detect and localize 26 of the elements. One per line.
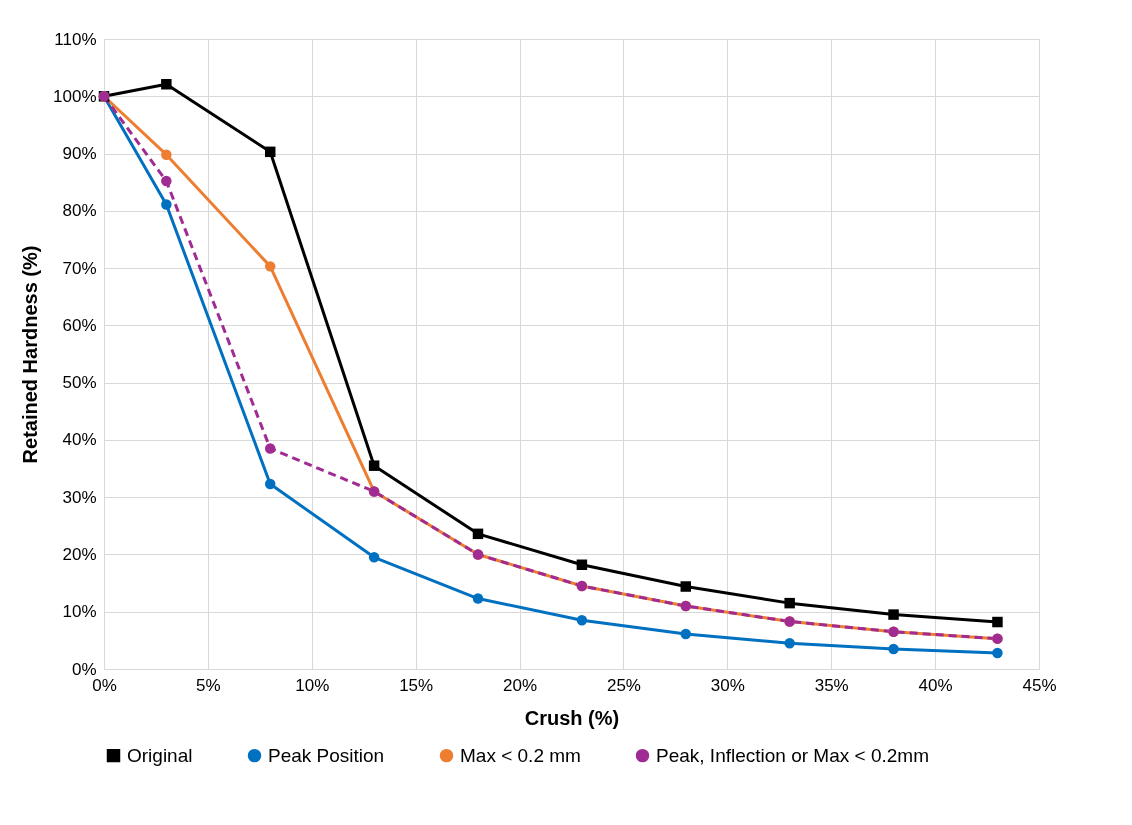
- y-tick-label: 60%: [62, 315, 97, 335]
- y-tick-label: 80%: [62, 201, 97, 221]
- x-tick-label: 25%: [606, 675, 641, 695]
- x-axis-title: Crush (%): [524, 706, 620, 729]
- y-tick-label: 40%: [62, 430, 97, 450]
- x-tick-label: 40%: [918, 675, 953, 695]
- x-tick-label: 10%: [295, 675, 330, 695]
- x-tick-label: 5%: [196, 675, 221, 695]
- x-tick-label: 20%: [503, 675, 538, 695]
- x-tick-label: 35%: [814, 675, 849, 695]
- legend-label: Original: [127, 744, 193, 766]
- y-tick-label: 100%: [53, 86, 97, 106]
- x-tick-label: 45%: [1022, 675, 1057, 695]
- y-tick-label: 10%: [62, 602, 97, 622]
- y-tick-label: 30%: [62, 487, 97, 507]
- x-tick-label: 30%: [710, 675, 745, 695]
- y-tick-label: 50%: [62, 373, 97, 393]
- y-axis-title: Retained Hardness (%): [19, 245, 42, 464]
- y-tick-label: 70%: [62, 258, 97, 278]
- legend-label: Peak, Inflection or Max < 0.2mm: [656, 744, 929, 766]
- y-tick-label: 110%: [54, 29, 97, 49]
- y-tick-label: 90%: [62, 144, 97, 164]
- y-tick-label: 20%: [62, 544, 97, 564]
- legend-label: Max < 0.2 mm: [460, 744, 581, 766]
- x-tick-label: 15%: [399, 675, 434, 695]
- legend-label: Peak Position: [268, 744, 385, 766]
